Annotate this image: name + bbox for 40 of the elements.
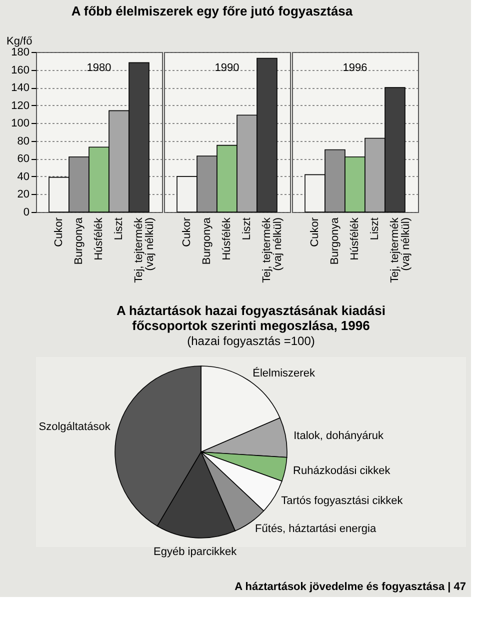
x-tick-label: Liszt: [113, 218, 125, 240]
y-tick-label: 120: [11, 100, 30, 112]
x-tick-label: Tej, tejtermék (vaj nélkül): [261, 217, 284, 283]
slice-label: Szolgáltatások: [38, 421, 111, 434]
y-tick-label: 0: [23, 206, 30, 218]
y-tick-label: 20: [17, 188, 30, 201]
x-tick-label: Liszt: [369, 218, 381, 240]
slice-label: Egyéb iparcikkek: [154, 546, 238, 558]
y-tick-label: 160: [11, 64, 30, 76]
x-tick-label: Cukor: [53, 217, 65, 247]
y-tick-label: 80: [17, 135, 30, 148]
chart-title: A háztartások hazai fogyasztásának kiadási főcsoportok szerinti megoszlása, 1996: [116, 303, 386, 333]
slice-label: Tartós fogyasztási cikkek: [281, 495, 404, 508]
annotation: 1996: [342, 62, 368, 74]
y-tick-label: 100: [11, 118, 30, 130]
x-tick-label: Cukor: [309, 217, 321, 247]
y-tick-label: 140: [11, 82, 30, 94]
text: A háztartások jövedelme és fogyasztása | 47: [234, 581, 466, 593]
x-tick-label: Cukor: [181, 217, 193, 247]
x-tick-label: Burgonya: [201, 216, 213, 265]
x-tick-label: Tej, tejtermék (vaj nélkül): [133, 217, 156, 283]
slice-label: Fűtés, háztartási energia: [255, 522, 377, 535]
annotation: 1980: [86, 62, 112, 74]
x-tick-label: Húsfélék: [93, 217, 105, 260]
slice-label: Ruházkodási cikkek: [293, 465, 391, 478]
y-tick-label: 180: [11, 46, 30, 58]
slice-label: Élelmiszerek: [252, 366, 316, 380]
x-tick-label: Tej, tejtermék (vaj nélkül): [389, 217, 412, 283]
x-tick-label: Húsfélék: [221, 217, 233, 260]
x-tick-label: Burgonya: [73, 216, 85, 265]
chart-subtitle: (hazai fogyasztás =100): [187, 334, 315, 348]
x-tick-label: Liszt: [241, 218, 253, 240]
y-tick-label: 40: [17, 170, 30, 183]
slice-label: Italok, dohányáruk: [294, 430, 384, 442]
annotation: 1990: [214, 62, 240, 74]
x-tick-label: Burgonya: [329, 216, 341, 265]
text: A főbb élelmiszerek egy főre jutó fogyasztása: [71, 4, 354, 18]
y-axis-title: Kg/fő: [6, 36, 32, 48]
x-tick-label: Húsfélék: [349, 217, 361, 260]
y-tick-label: 60: [17, 153, 30, 166]
